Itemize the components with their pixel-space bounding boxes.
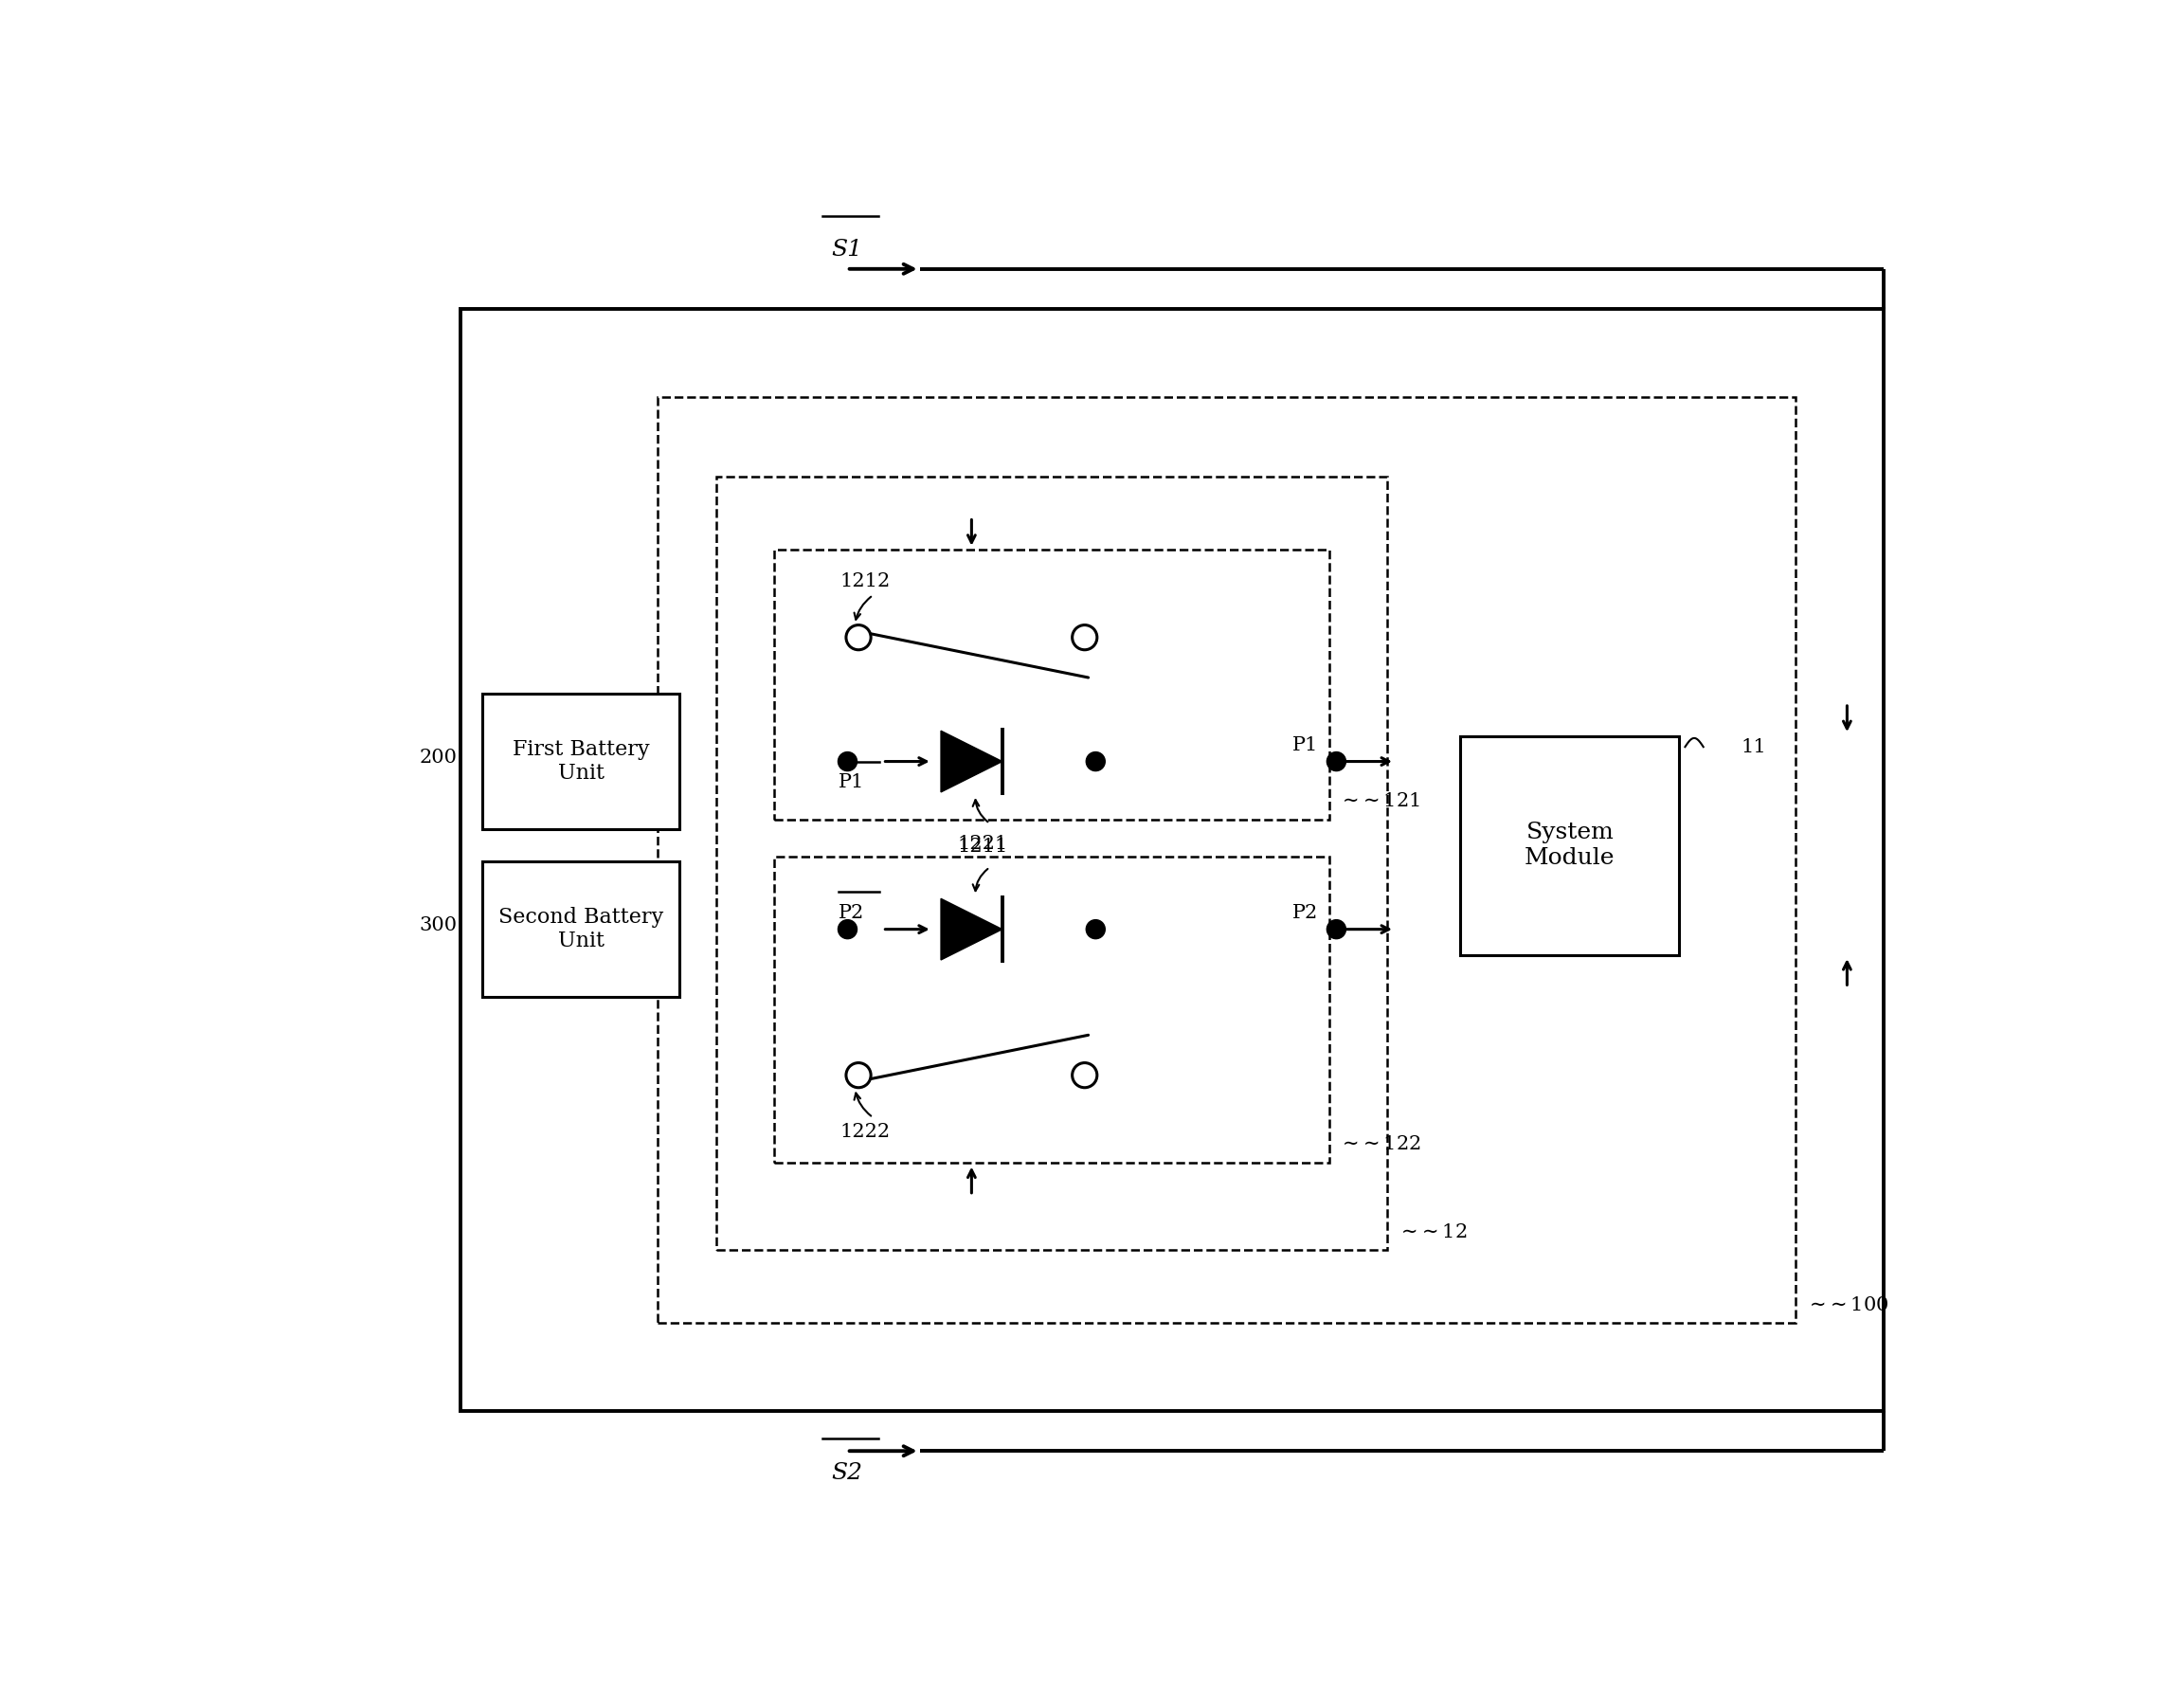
Circle shape <box>1085 751 1105 770</box>
Circle shape <box>839 751 856 770</box>
Circle shape <box>1328 920 1345 938</box>
Bar <box>483 862 679 996</box>
Text: S1: S1 <box>832 238 863 260</box>
Text: 1221: 1221 <box>957 835 1007 853</box>
Circle shape <box>845 1062 871 1088</box>
Text: P2: P2 <box>839 904 865 921</box>
Bar <box>1461 736 1679 955</box>
Text: P2: P2 <box>1293 904 1319 921</box>
Text: $\sim\!\sim$121: $\sim\!\sim$121 <box>1339 792 1420 811</box>
Circle shape <box>1072 626 1096 649</box>
Text: Second Battery
Unit: Second Battery Unit <box>498 906 664 952</box>
Bar <box>657 396 1795 1323</box>
Text: First Battery
Unit: First Battery Unit <box>513 740 651 784</box>
Text: $\sim\!\sim$100: $\sim\!\sim$100 <box>1804 1295 1889 1314</box>
Text: P1: P1 <box>839 774 865 790</box>
Text: 300: 300 <box>419 916 456 935</box>
Polygon shape <box>941 731 1002 792</box>
Bar <box>775 549 1330 819</box>
Polygon shape <box>941 899 1002 960</box>
Bar <box>461 309 1883 1411</box>
Circle shape <box>845 626 871 649</box>
Circle shape <box>839 920 856 938</box>
Text: $\sim\!\sim$12: $\sim\!\sim$12 <box>1396 1222 1468 1241</box>
Bar <box>775 857 1330 1163</box>
Text: 1211: 1211 <box>957 838 1007 857</box>
Bar <box>483 694 679 830</box>
Text: P1: P1 <box>1293 736 1319 755</box>
Text: $\sim\!\sim$122: $\sim\!\sim$122 <box>1339 1136 1422 1154</box>
Circle shape <box>1328 751 1345 770</box>
Circle shape <box>1085 920 1105 938</box>
Text: 1222: 1222 <box>841 1122 891 1141</box>
Text: S2: S2 <box>832 1462 863 1484</box>
Text: 200: 200 <box>419 748 456 767</box>
Circle shape <box>1072 1062 1096 1088</box>
Bar <box>716 478 1387 1250</box>
Text: 11: 11 <box>1741 738 1767 756</box>
Text: 1212: 1212 <box>841 571 891 590</box>
Text: System
Module: System Module <box>1524 821 1614 869</box>
